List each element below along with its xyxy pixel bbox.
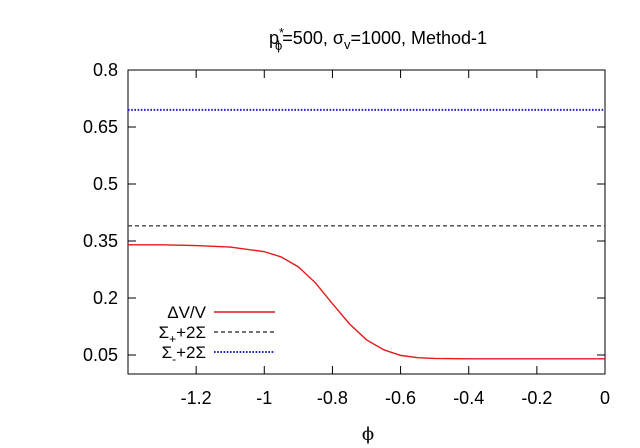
title-rest1: =500, bbox=[282, 28, 333, 48]
x-tick-label: -1 bbox=[256, 388, 272, 408]
x-tick-label: -0.2 bbox=[521, 388, 552, 408]
title-p: p bbox=[269, 28, 279, 48]
title-p-sub: ϕ bbox=[275, 38, 282, 53]
y-tick-label: 0.35 bbox=[83, 231, 118, 251]
x-tick-label: -0.4 bbox=[453, 388, 484, 408]
legend-label-0: ΔV/V bbox=[167, 303, 206, 322]
x-tick-label: -0.6 bbox=[385, 388, 416, 408]
chart-title: p* ϕ=500, σv=1000, Method-1 bbox=[269, 25, 487, 53]
legend-label-2: Σ-+2Σ bbox=[162, 343, 206, 366]
x-axis-label: ϕ bbox=[362, 424, 374, 445]
y-tick-label: 0.65 bbox=[83, 117, 118, 137]
y-tick-label: 0.05 bbox=[83, 345, 118, 365]
legend: ΔV/VΣ++2ΣΣ-+2Σ bbox=[159, 303, 275, 366]
title-p-sup: * bbox=[279, 25, 284, 40]
x-axis: -1.2 -1 -0.8 -0.6 -0.4 -0.2 0 bbox=[181, 70, 610, 408]
series-line-0 bbox=[128, 244, 605, 360]
y-axis: 0.05 0.2 0.35 0.5 0.65 0.8 bbox=[83, 60, 605, 365]
x-tick-label: -0.8 bbox=[317, 388, 348, 408]
svg-text:p*ϕ=500, σv=1000, Method-1: p* ϕ=500, σv=1000, Method-1 bbox=[269, 25, 487, 53]
series-layer bbox=[128, 108, 605, 360]
title-sigma-sub: v bbox=[344, 37, 351, 52]
title-sigma: σ bbox=[333, 28, 344, 48]
title-rest2: =1000, Method-1 bbox=[350, 28, 487, 48]
y-tick-label: 0.5 bbox=[93, 174, 118, 194]
plot-frame bbox=[127, 69, 606, 375]
y-tick-label: 0.2 bbox=[93, 288, 118, 308]
legend-label-1: Σ++2Σ bbox=[159, 323, 206, 346]
x-tick-label: 0 bbox=[600, 388, 610, 408]
y-tick-label: 0.8 bbox=[93, 60, 118, 80]
x-tick-label: -1.2 bbox=[181, 388, 212, 408]
